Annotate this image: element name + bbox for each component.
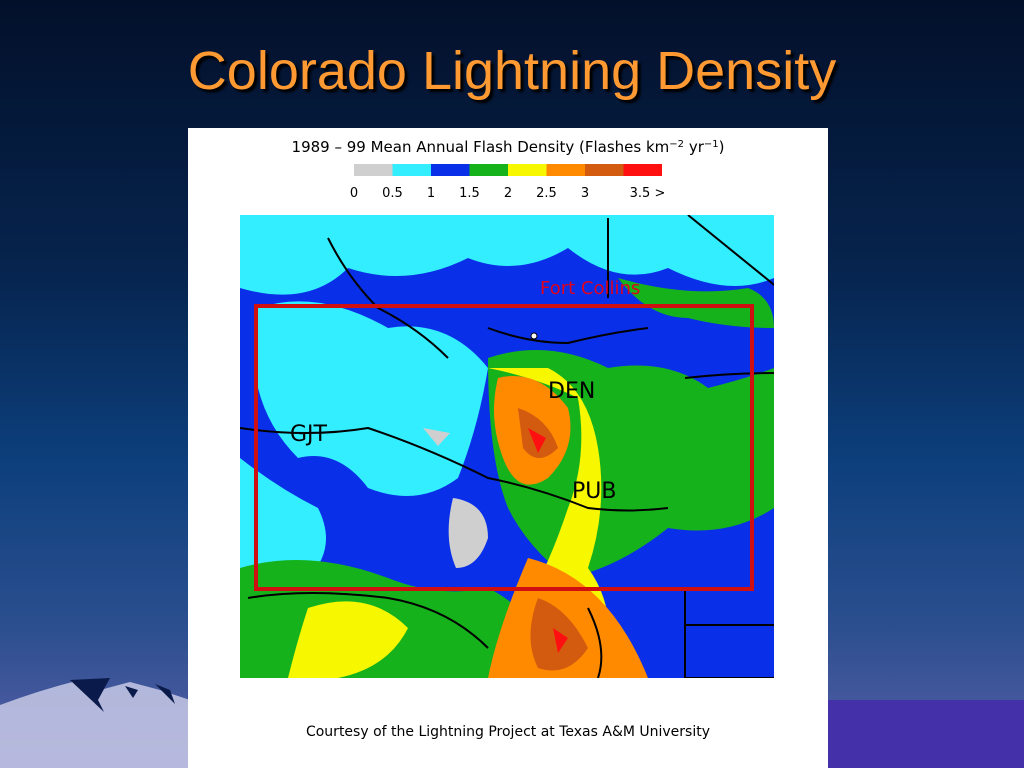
legend-swatch — [546, 164, 585, 176]
density-map — [240, 215, 774, 678]
legend-label: 0.5 — [382, 186, 403, 201]
map-title: 1989 – 99 Mean Annual Flash Density (Fla… — [292, 138, 725, 156]
legend-label: 0 — [350, 186, 358, 201]
legend-swatch — [623, 164, 662, 176]
legend-label: 2 — [504, 186, 512, 201]
place-marker — [530, 332, 538, 340]
map-panel: 1989 – 99 Mean Annual Flash Density (Fla… — [188, 128, 828, 768]
slide-title: Colorado Lightning Density — [187, 41, 837, 101]
title-superscript: −1 — [704, 139, 719, 150]
legend-label: 1 — [427, 186, 435, 201]
legend-label: 2.5 — [536, 186, 557, 201]
legend-label: 1.5 — [459, 186, 480, 201]
legend-swatch — [585, 164, 624, 176]
title-text: yr — [684, 138, 705, 156]
place-label: PUB — [572, 479, 616, 504]
map-credit: Courtesy of the Lightning Project at Tex… — [306, 724, 710, 740]
title-text: ) — [719, 138, 725, 156]
title-superscript: −2 — [669, 139, 684, 150]
title-text: 1989 – 99 Mean Annual Flash Density (Fla… — [292, 138, 670, 156]
place-label: GJT — [290, 422, 328, 447]
legend-swatch — [354, 164, 393, 176]
legend-swatch — [469, 164, 508, 176]
legend-label: 3 — [581, 186, 589, 201]
place-label: Fort Collins — [540, 278, 640, 299]
legend-swatch — [392, 164, 431, 176]
place-label: DEN — [548, 379, 595, 404]
legend-label: 3.5 > — [630, 186, 666, 201]
legend-swatch — [431, 164, 470, 176]
legend-swatch — [508, 164, 547, 176]
